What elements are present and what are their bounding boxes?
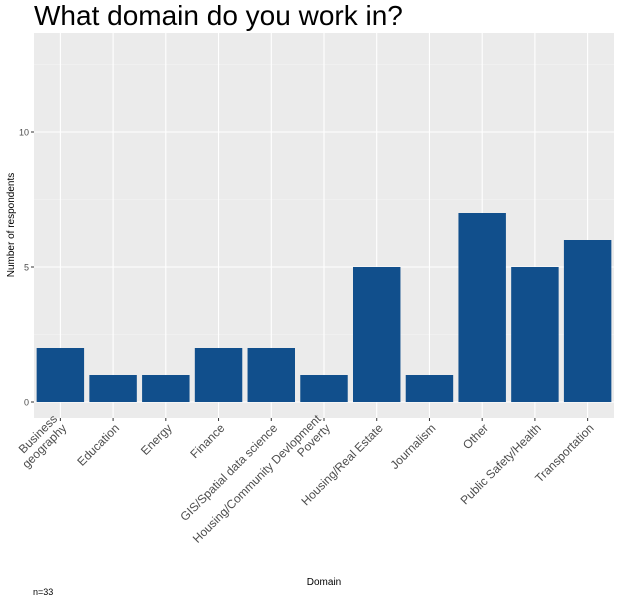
bar-10	[563, 240, 612, 402]
x-tick-label-line: Finance	[187, 421, 227, 461]
y-tick-label: 10	[19, 128, 29, 138]
x-tick-label-line: Journalism	[387, 421, 438, 472]
x-tick-label: Other	[460, 421, 491, 452]
x-tick-label-group: Other	[460, 421, 491, 452]
x-tick-label-group: Finance	[187, 421, 227, 461]
bar-9	[511, 267, 559, 402]
bar-5	[300, 375, 348, 402]
chart-title: What domain do you work in?	[34, 0, 403, 31]
caption-sample-size: n=33	[33, 587, 54, 597]
y-axis: 0 5 10	[19, 128, 34, 408]
x-tick-label-line: Other	[460, 421, 491, 452]
x-tick-label: Finance	[187, 421, 227, 461]
bar-3	[194, 348, 243, 402]
bar-6	[353, 267, 401, 402]
y-axis-title: Number of respondents	[6, 173, 17, 278]
bar-7	[405, 375, 454, 402]
x-tick-label: Education	[74, 421, 122, 469]
bar-0	[36, 348, 85, 402]
bars	[36, 213, 612, 402]
y-tick-label: 0	[24, 398, 29, 408]
x-tick-label: Energy	[138, 421, 175, 458]
x-tick-label-line: Energy	[138, 421, 175, 458]
x-axis-title: Domain	[307, 577, 341, 588]
bar-4	[247, 348, 295, 402]
bar-8	[458, 213, 506, 402]
y-tick-label: 5	[24, 263, 29, 273]
x-tick-label: Journalism	[387, 421, 438, 472]
x-tick-label-line: Education	[74, 421, 122, 469]
bar-2	[142, 375, 190, 402]
bar-1	[89, 375, 137, 402]
x-tick-label-group: Education	[74, 421, 122, 469]
x-tick-label-group: Energy	[138, 421, 175, 458]
x-axis: Businessgeography Education Energy FinanceG…	[16, 411, 597, 545]
x-tick-label-group: Journalism	[387, 421, 438, 472]
